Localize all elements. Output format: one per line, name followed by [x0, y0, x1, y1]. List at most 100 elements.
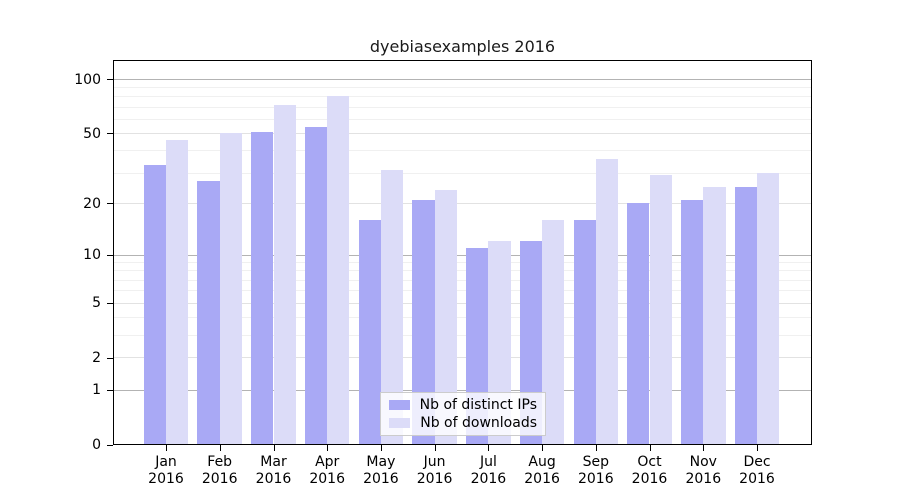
- x-tick-mark: [649, 445, 651, 451]
- x-tick-label: Oct 2016: [620, 454, 680, 488]
- x-tick-year: 2016: [255, 470, 292, 487]
- x-tick-mark: [327, 445, 329, 451]
- x-tick-month: Oct: [637, 453, 662, 470]
- y-tick-mark: [107, 444, 113, 446]
- downloads-swatch: [389, 418, 411, 428]
- bar-ips-sep: [573, 220, 596, 445]
- distinct-ips-swatch: [389, 400, 410, 410]
- y-tick-label: 100: [74, 71, 101, 88]
- x-tick-label: May 2016: [351, 454, 411, 488]
- x-tick-month: Apr: [315, 453, 340, 470]
- bar-downloads-sep: [595, 158, 619, 445]
- x-tick-label: Mar 2016: [244, 454, 304, 488]
- x-tick-label: Aug 2016: [512, 454, 572, 488]
- x-tick-month: Jan: [155, 453, 177, 470]
- x-tick-month: Jun: [423, 453, 446, 470]
- bar-ips-may: [358, 220, 381, 445]
- x-tick-month: Mar: [260, 453, 287, 470]
- gridline: [113, 302, 812, 304]
- legend-label-distinct-ips: Nb of distinct IPs: [419, 397, 537, 413]
- legend-label-downloads: Nb of downloads: [420, 415, 537, 431]
- x-tick-year: 2016: [309, 470, 345, 487]
- x-tick-month: Dec: [743, 453, 771, 470]
- gridline: [113, 87, 812, 89]
- x-tick-label: Feb 2016: [190, 454, 250, 488]
- x-tick-year: 2016: [685, 470, 722, 487]
- y-tick-mark: [107, 254, 113, 256]
- x-tick-mark: [703, 445, 705, 451]
- x-tick-year: 2016: [363, 470, 399, 487]
- gridline: [113, 357, 812, 359]
- bar-downloads-jan: [166, 139, 189, 445]
- x-tick-year: 2016: [416, 470, 453, 487]
- y-tick-mark: [107, 79, 113, 80]
- gridline: [113, 79, 812, 80]
- legend-item-downloads: Nb of downloads: [389, 415, 537, 431]
- gridline: [113, 317, 812, 319]
- x-tick-label: Dec 2016: [727, 454, 787, 488]
- bar-downloads-feb: [219, 133, 242, 445]
- plot-area: [113, 59, 812, 445]
- x-tick-year: 2016: [524, 470, 560, 487]
- x-tick-month: May: [366, 453, 396, 470]
- bar-ips-jun: [412, 199, 435, 445]
- gridline: [113, 106, 812, 108]
- gridline: [113, 96, 812, 98]
- chart-title: dyebiasexamples 2016: [369, 37, 556, 56]
- gridline: [113, 150, 812, 152]
- legend-item-distinct-ips: Nb of distinct IPs: [389, 397, 537, 413]
- x-tick-label: Jan 2016: [136, 454, 196, 488]
- x-tick-year: 2016: [739, 470, 775, 487]
- y-tick-mark: [107, 357, 113, 359]
- x-tick-year: 2016: [470, 470, 507, 487]
- bar-downloads-aug: [542, 220, 565, 445]
- x-tick-mark: [434, 445, 436, 451]
- x-tick-label: Jul 2016: [458, 454, 518, 488]
- y-tick-label: 50: [83, 125, 101, 142]
- bar-ips-jan: [143, 165, 166, 445]
- gridline: [113, 203, 812, 205]
- bar-downloads-may: [380, 170, 404, 445]
- bar-ips-dec: [734, 186, 757, 445]
- x-tick-month: Feb: [207, 453, 233, 470]
- x-tick-mark: [757, 445, 758, 451]
- bar-ips-feb: [197, 180, 220, 445]
- y-tick-label: 5: [92, 295, 101, 312]
- gridline: [113, 118, 812, 120]
- gridline: [113, 279, 812, 281]
- gridline: [113, 334, 812, 336]
- x-tick-month: Aug: [528, 453, 556, 470]
- bar-downloads-jun: [434, 189, 457, 445]
- legend: Nb of distinct IPs Nb of downloads: [380, 392, 546, 436]
- bar-downloads-apr: [327, 95, 350, 445]
- x-tick-year: 2016: [148, 470, 184, 487]
- x-tick-month: Jul: [479, 453, 497, 470]
- x-tick-mark: [542, 445, 544, 451]
- x-tick-label: Sep 2016: [566, 454, 626, 488]
- bar-downloads-mar: [273, 104, 296, 445]
- bar-ips-oct: [627, 203, 650, 445]
- x-tick-label: Jun 2016: [405, 454, 465, 488]
- gridline: [113, 290, 812, 292]
- x-tick-mark: [219, 445, 221, 451]
- x-tick-label: Nov 2016: [673, 454, 733, 488]
- y-tick-label: 0: [92, 437, 101, 453]
- x-tick-year: 2016: [201, 470, 238, 487]
- x-tick-year: 2016: [631, 470, 668, 487]
- y-tick-mark: [107, 133, 113, 135]
- y-tick-label: 20: [83, 195, 101, 212]
- gridline: [113, 262, 812, 264]
- bar-downloads-oct: [649, 175, 672, 445]
- bar-downloads-dec: [757, 172, 780, 445]
- bar-ips-nov: [681, 199, 704, 445]
- y-tick-mark: [107, 302, 113, 304]
- x-tick-mark: [380, 445, 382, 451]
- x-tick-mark: [488, 445, 490, 451]
- bar-ips-mar: [251, 131, 274, 445]
- gridline: [113, 133, 812, 135]
- x-tick-label: Apr 2016: [297, 454, 357, 488]
- bar-ips-apr: [304, 127, 328, 445]
- gridline: [113, 172, 812, 174]
- y-tick-mark: [107, 203, 113, 205]
- x-tick-month: Sep: [582, 453, 609, 470]
